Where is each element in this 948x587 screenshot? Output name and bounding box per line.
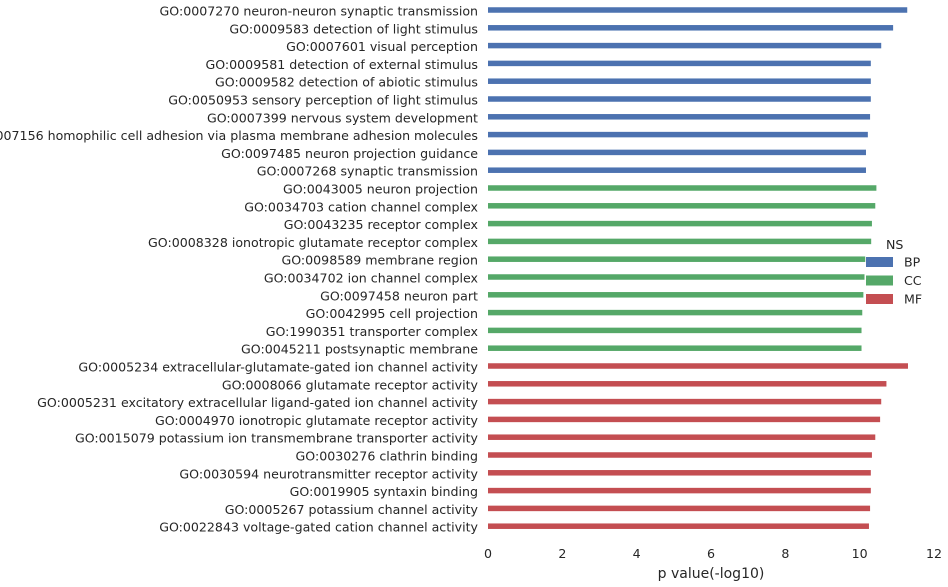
category-label: GO:0097485 neuron projection guidance [221,146,478,161]
category-label: GO:0043005 neuron projection [283,182,478,197]
category-label: GO:0007601 visual perception [286,39,478,54]
category-label: GO:0022843 voltage-gated cation channel … [159,520,478,535]
bar-bp [488,149,866,156]
x-tick-label: 12 [926,546,942,561]
bars-layer [488,7,908,529]
bar-cc [488,203,876,209]
bar-mf [488,487,871,494]
category-label: GO:0008066 glutamate receptor activity [222,377,479,392]
category-label: GO:0009582 detection of abiotic stimulus [215,75,478,90]
bar-cc [488,327,862,334]
bar-bp [488,78,871,84]
legend-swatch-bp [866,257,893,267]
category-label: GO:0034702 ion channel complex [264,271,479,286]
category-label: GO:0098589 membrane region [281,253,478,268]
legend-swatch-cc [866,275,893,286]
x-axis-label: p value(-log10) [658,566,765,582]
category-label: GO:1990351 transporter complex [266,324,479,339]
legend: NS BP CC MF [866,237,922,307]
legend-swatch-mf [866,294,893,304]
x-tick-label: 4 [633,546,641,561]
category-label: GO:0030276 clathrin binding [296,449,478,464]
bar-cc [488,292,864,298]
bar-bp [488,114,871,120]
category-label: GO:0007399 nervous system development [207,110,478,125]
bar-bp [488,167,866,173]
bar-mf [488,470,871,476]
bar-mf [488,505,871,512]
x-tick-label: 10 [852,546,868,561]
bar-mf [488,398,882,405]
bar-mf [488,416,881,423]
bar-mf [488,363,908,369]
bar-cc [488,309,863,316]
category-label: GO:0004970 ionotropic glutamate receptor… [155,413,479,428]
category-label: GO:0042995 cell projection [306,306,478,321]
legend-title: NS [886,237,903,252]
bar-bp [488,25,894,31]
category-label: GO:0097458 neuron part [320,288,478,303]
bar-mf [488,452,872,458]
category-label: GO:0034703 cation channel complex [244,199,478,214]
bar-bp [488,131,868,138]
bar-mf [488,381,887,387]
category-label: GO:0009583 detection of light stimulus [229,21,478,36]
bar-cc [488,185,877,191]
legend-label-mf: MF [904,292,922,307]
x-tick-label: 8 [781,546,789,561]
category-label: GO:0019905 syntaxin binding [290,484,478,499]
bar-bp [488,60,871,67]
x-tick-label: 2 [558,546,566,561]
category-label: GO:0005231 excitatory extracellular liga… [37,395,478,410]
category-label: GO:0045211 postsynaptic membrane [241,342,478,357]
bar-bp [488,7,908,13]
category-labels: GO:0007270 neuron-neuron synaptic transm… [0,4,479,535]
x-axis-ticks: 0 2 4 6 8 10 12 [484,546,942,561]
bar-mf [488,523,869,529]
category-label: GO:0030594 neurotransmitter receptor act… [179,466,478,481]
bar-cc [488,238,872,245]
category-label: GO:0007268 synaptic transmission [257,164,478,179]
legend-label-bp: BP [904,255,921,270]
x-tick-label: 0 [484,546,492,561]
bar-cc [488,345,862,351]
category-label: GO:0005234 extracellular-glutamate-gated… [78,360,478,375]
bar-cc [488,256,866,262]
category-label: GO:0007156 homophilic cell adhesion via … [0,128,478,143]
category-label: GO:0008328 ionotropic glutamate receptor… [148,235,478,250]
category-label: GO:0005267 potassium channel activity [225,502,479,517]
category-label: GO:0007270 neuron-neuron synaptic transm… [160,4,478,19]
category-label: GO:0009581 detection of external stimulu… [205,57,478,72]
legend-label-cc: CC [904,273,922,288]
category-label: GO:0050953 sensory perception of light s… [168,93,478,108]
category-label: GO:0015079 potassium ion transmembrane t… [75,431,479,446]
bar-bp [488,42,882,49]
bar-cc [488,274,865,280]
x-tick-label: 6 [707,546,715,561]
bar-mf [488,434,876,440]
bar-cc [488,220,872,227]
category-label: GO:0043235 receptor complex [284,217,479,232]
bar-bp [488,96,871,102]
